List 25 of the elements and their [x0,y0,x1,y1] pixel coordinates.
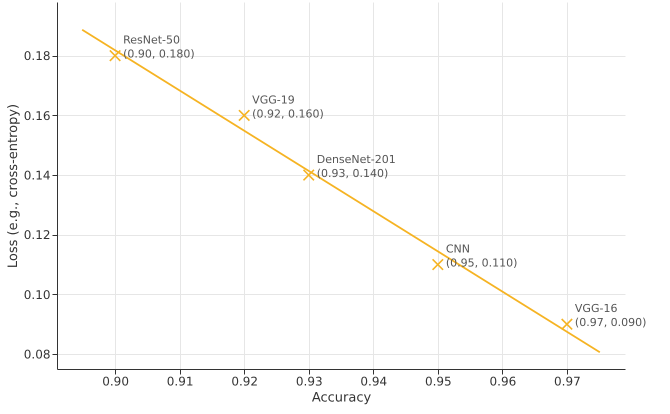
y-tick-label: 0.10 [24,288,50,302]
annotation: VGG-16 (0.97, 0.090) [574,302,646,330]
y-tick-label: 0.14 [24,168,50,183]
annotation: ResNet-50 (0.90, 0.180) [123,34,195,61]
x-tick-label: 0.92 [231,374,258,388]
x-tick-label: 0.94 [360,374,388,388]
x-axis-title: Accuracy [312,390,372,406]
y-axis-title: Loss (e.g., cross-entropy) [6,104,21,268]
point [560,318,573,330]
x-tick-label: 0.91 [166,374,194,388]
y-tick-label: 0.16 [24,108,50,123]
y-tick-label: 0.18 [24,49,50,64]
y-tick-label: 0.08 [24,348,50,362]
point [432,258,444,271]
point [238,109,250,122]
point [109,50,122,62]
x-tick-label: 0.96 [490,374,516,388]
x-tick-label: 0.93 [296,374,323,388]
annotation: DenseNet-201 (0.93, 0.140) [316,153,396,180]
point [302,169,315,182]
x-tick-label: 0.90 [102,374,129,388]
annotation: VGG-19 (0.92, 0.160) [252,93,324,120]
x-tick-label: 0.95 [424,374,452,388]
x-tick-label: 0.97 [554,374,581,388]
y-tick-label: 0.12 [24,228,50,242]
